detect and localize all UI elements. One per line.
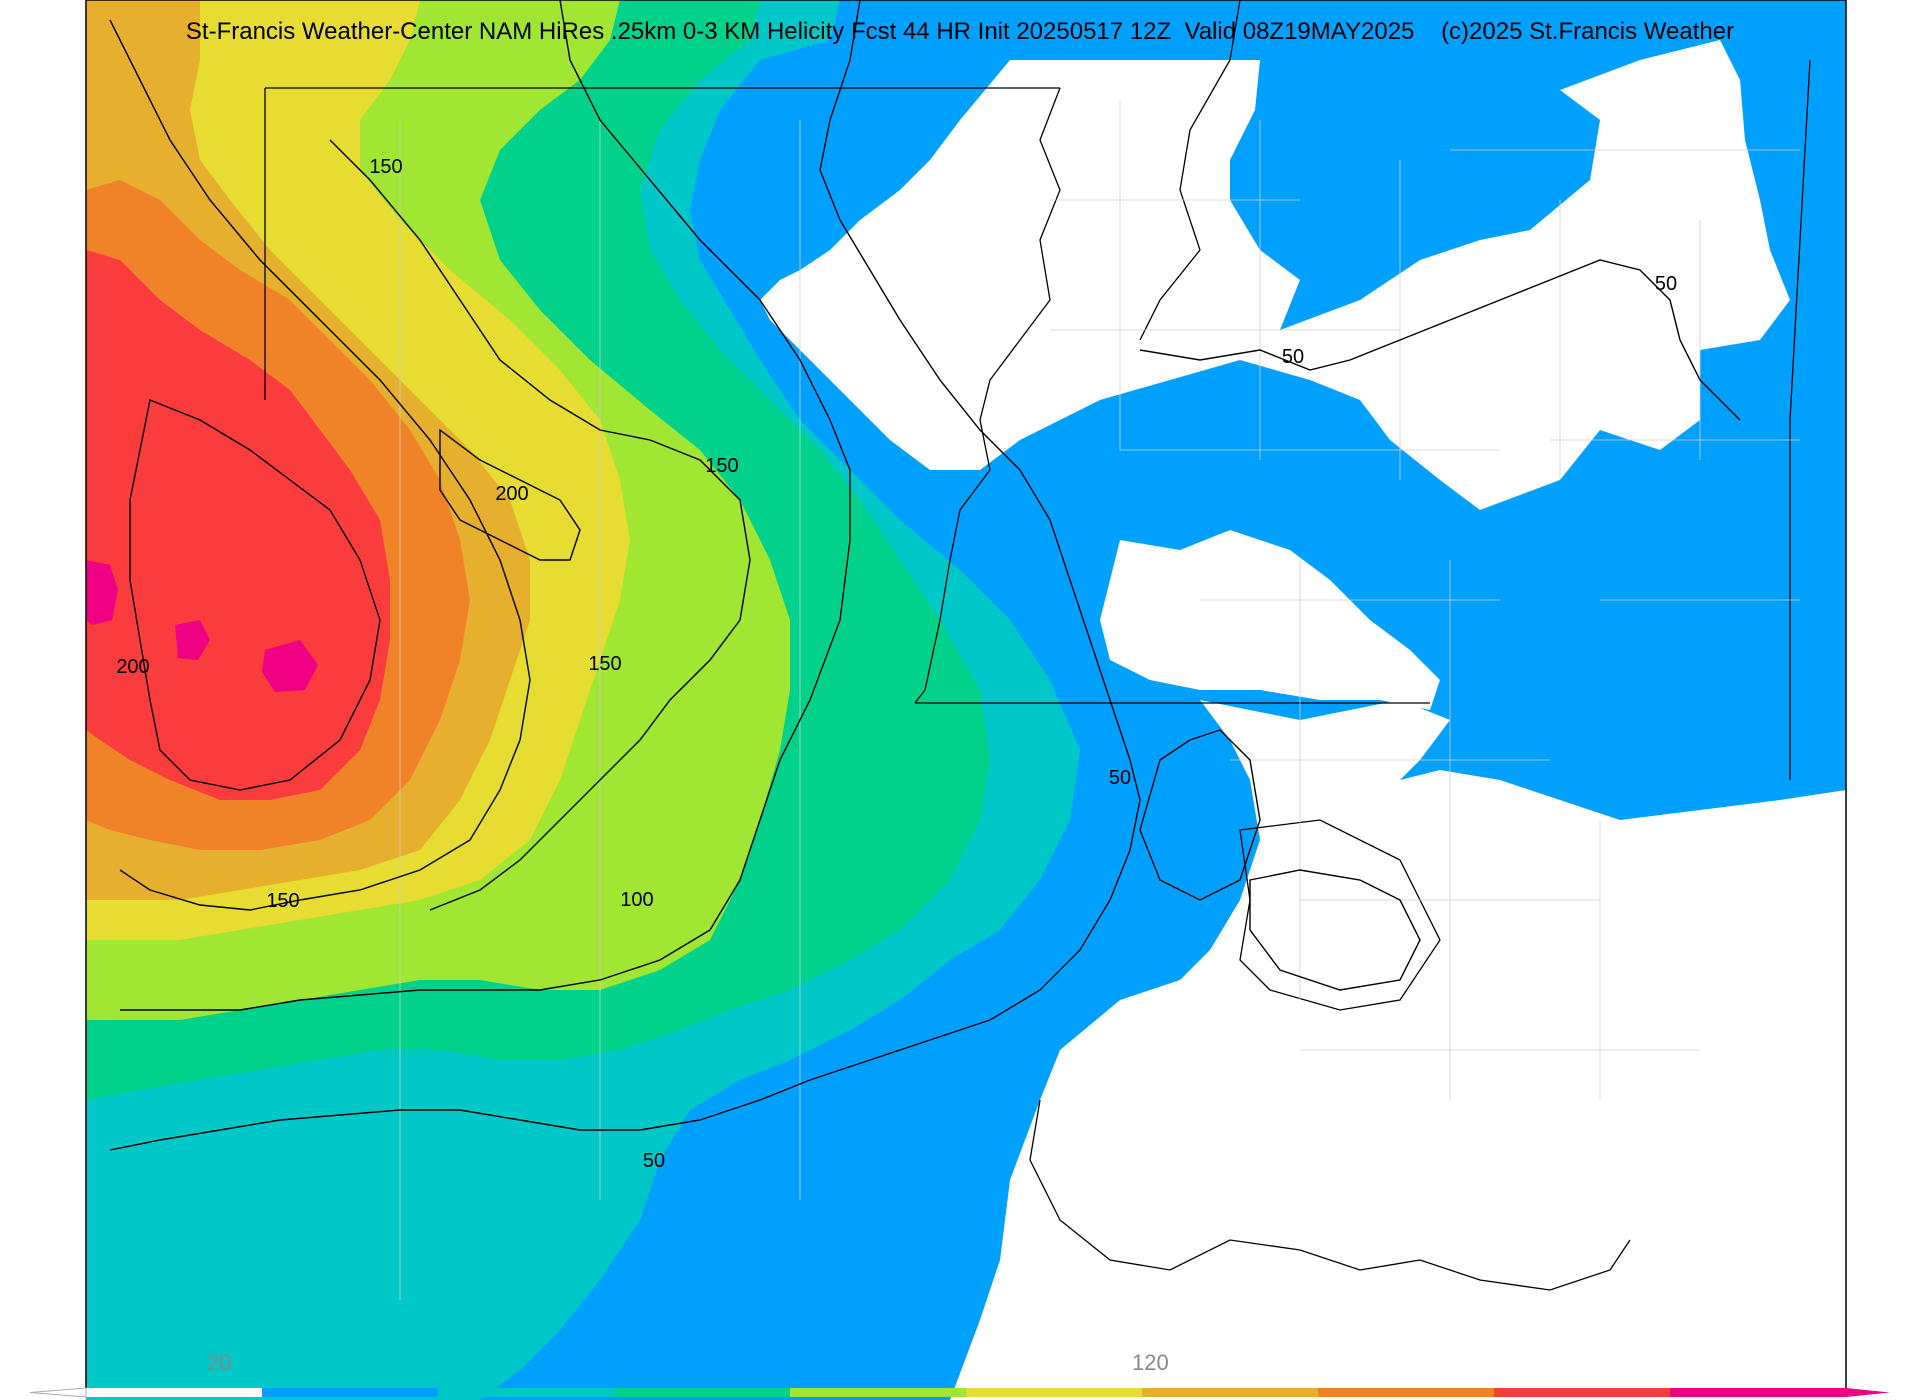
colorbar-segment	[262, 1388, 439, 1397]
contour-label: 150	[705, 455, 738, 477]
contour-100	[120, 0, 851, 1011]
contour-150-east	[329, 139, 751, 911]
map-title: St-Francis Weather-Center NAM HiRes .25k…	[185, 18, 1735, 45]
colorbar-segment	[1142, 1388, 1319, 1397]
colorbar-label-low: 20	[207, 1350, 232, 1375]
river-east	[1139, 0, 1241, 341]
helicity-band-magenta-2	[175, 620, 210, 660]
contour-label: 100	[620, 889, 653, 911]
contour-label: 50	[643, 1150, 665, 1172]
county-lines	[399, 100, 1800, 1300]
contour-label: 200	[116, 656, 149, 678]
contour-50-east	[1139, 259, 1741, 421]
colorbar-segment	[614, 1388, 791, 1397]
contour-50-south	[1249, 869, 1421, 991]
contour-200	[129, 399, 381, 791]
contour-50-center	[1139, 729, 1261, 901]
state-boundaries	[264, 0, 1811, 1291]
river-mississippi	[914, 87, 1061, 704]
colorbar-segment	[966, 1388, 1143, 1397]
contour-label: 200	[495, 483, 528, 505]
contour-label-group: 150 150 200 200 150 150 100 50 50 50 50	[116, 156, 1677, 1172]
contour-label: 50	[1655, 273, 1677, 295]
contour-label: 50	[1109, 767, 1131, 789]
colorbar-segment	[790, 1388, 967, 1397]
helicity-band-white-center	[1100, 530, 1440, 710]
helicity-fill-layer	[86, 0, 1846, 1400]
colorbar-extend-low	[29, 1387, 87, 1398]
colorbar-segment	[1670, 1388, 1847, 1397]
colorbar-extend-high	[1846, 1388, 1890, 1397]
contour-label: 50	[1282, 346, 1304, 368]
colorbar-segment	[86, 1388, 263, 1397]
contour-200-north	[439, 428, 581, 561]
helicity-band-magenta-1	[86, 560, 118, 625]
state-line-east-vertical	[1789, 59, 1811, 780]
colorbar-segment	[438, 1388, 615, 1397]
helicity-band-white-north	[760, 40, 1790, 510]
helicity-band-magenta-3	[262, 640, 318, 692]
colorbar-label-high: 120	[1132, 1350, 1169, 1375]
colorbar	[29, 1387, 1890, 1398]
contour-label: 150	[369, 156, 402, 178]
coastline	[1029, 819, 1631, 1291]
contour-150-west	[109, 19, 531, 911]
contour-label: 150	[266, 890, 299, 912]
contour-label: 150	[588, 653, 621, 675]
helicity-contours	[109, 0, 1741, 1151]
contour-50-main	[109, 0, 1141, 1151]
colorbar-segment	[1494, 1388, 1671, 1397]
colorbar-segment	[1318, 1388, 1495, 1397]
